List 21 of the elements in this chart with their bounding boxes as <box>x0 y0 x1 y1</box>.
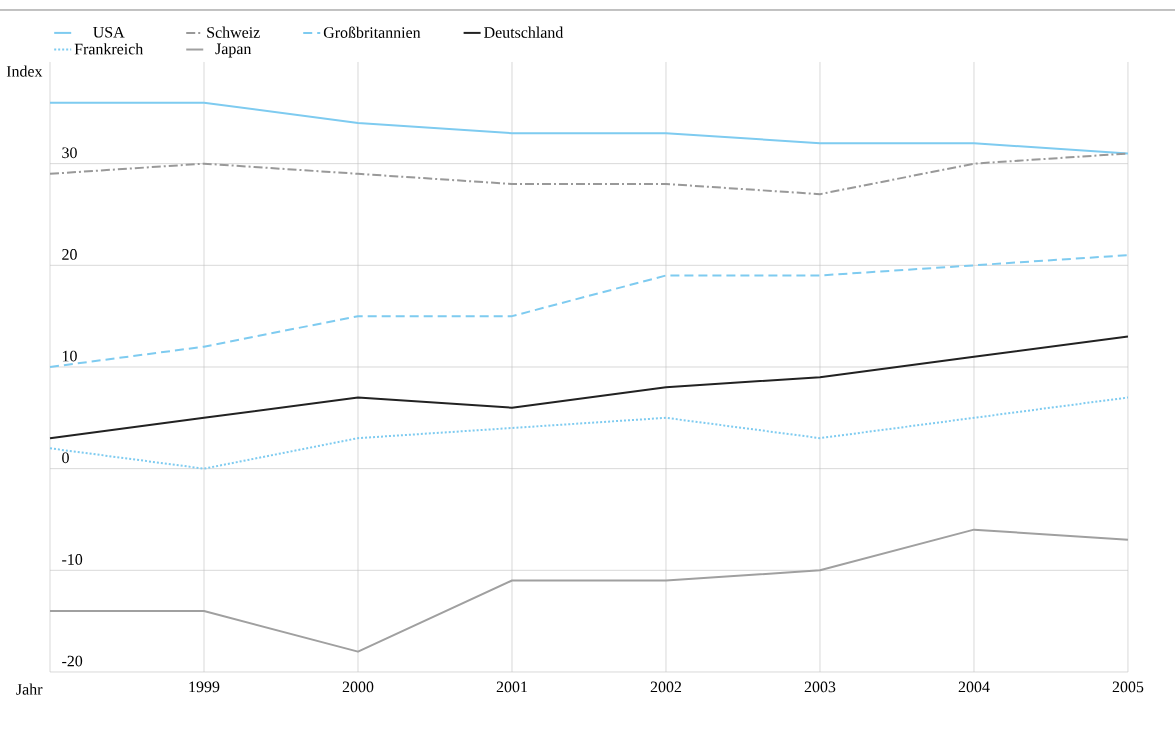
y-tick-label: -20 <box>62 655 83 667</box>
x-tick-label: 2000 <box>342 681 374 693</box>
x-tick-label: 2004 <box>958 681 990 693</box>
y-axis-title: Index <box>6 65 43 77</box>
y-tick-label: -10 <box>62 554 83 565</box>
y-tick-label: 20 <box>62 249 77 260</box>
legend-label: Frankreich <box>74 43 144 55</box>
x-tick-label: 2001 <box>496 681 527 693</box>
y-tick-label: 30 <box>62 147 77 159</box>
legend-label: USA <box>93 26 125 38</box>
x-tick-label: 2002 <box>650 681 682 693</box>
legend-label: Großbritannien <box>323 26 421 38</box>
legend-label: Deutschland <box>484 26 564 38</box>
x-tick-label: 2005 <box>1112 681 1144 693</box>
y-tick-label: 10 <box>62 350 77 362</box>
legend-label: Japan <box>215 43 252 58</box>
x-tick-label: 2003 <box>804 681 836 693</box>
x-axis-title: Jahr <box>16 683 43 695</box>
y-tick-label: 0 <box>62 452 69 464</box>
x-tick-label: 1999 <box>189 681 220 693</box>
legend-label: Schweiz <box>207 26 260 38</box>
